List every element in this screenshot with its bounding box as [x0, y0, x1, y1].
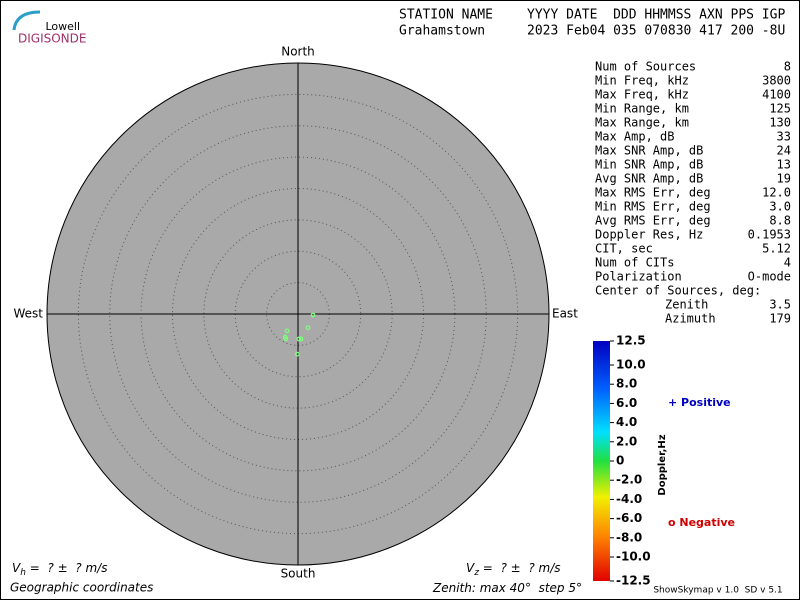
zenith-max: 40 [510, 581, 526, 595]
stat-label: Num of CITs [595, 256, 674, 270]
stat-value: 24 [777, 144, 791, 158]
colorbar-tick-label: 12.5 [616, 334, 646, 348]
stat-value: 12.0 [762, 186, 791, 200]
stat-value: 4100 [762, 88, 791, 102]
zenith-unit: ° [576, 581, 582, 595]
colorbar-tick-label: 0 [616, 454, 624, 468]
zenith-unit: ° [525, 581, 531, 595]
source [298, 336, 304, 342]
velocity-text: = ? ± ? m/s [26, 561, 108, 575]
center-value: 3.5 [769, 298, 791, 312]
source [296, 336, 302, 342]
velocity-sub: h [20, 568, 26, 578]
stat-label: Max RMS Err, deg [595, 186, 711, 200]
stat-value: 33 [777, 130, 791, 144]
stat-value: 3.0 [769, 200, 791, 214]
colorbar [593, 341, 610, 581]
header-columns: YYYY DATE DDD HHMMSS AXN PPS IGP [527, 8, 785, 23]
south-label: South [281, 567, 316, 581]
colorbar-title: Doppler,Hz [657, 434, 668, 495]
stat-label: Avg SNR Amp, dB [595, 172, 703, 186]
colorbar-tick-label: 6.0 [616, 396, 637, 410]
stat-label: Min SNR Amp, dB [595, 158, 703, 172]
velocity-symbol: V [12, 561, 21, 575]
velocity-vz: Vz = ? ± ? m/s [466, 561, 561, 578]
stat-label: Max SNR Amp, dB [595, 144, 703, 158]
stat-label: Max Range, km [595, 116, 689, 130]
colorbar-tick-label: 2.0 [616, 434, 637, 448]
colorbar-tick-label: 8.0 [616, 377, 637, 391]
colorbar-tick-label: -6.0 [616, 511, 642, 525]
colorbar-tick-label: -8.0 [616, 530, 642, 544]
colorbar-tick-label: 4.0 [616, 415, 637, 429]
stat-value: 8.8 [769, 214, 791, 228]
stat-value: 5.12 [762, 242, 791, 256]
stat-label: CIT, sec [595, 242, 653, 256]
center-title: Center of Sources, deg: [595, 284, 761, 298]
stat-label: Min RMS Err, deg [595, 200, 711, 214]
station: Grahamstown [399, 24, 485, 39]
colorbar-tick-label: -4.0 [616, 492, 642, 506]
logo-bottom: DIGISONDE [18, 32, 86, 46]
zenith-prefix: Zenith: max [432, 581, 510, 595]
source [305, 325, 311, 331]
stat-label: Num of Sources [595, 60, 696, 74]
colorbar-tick-label: -2.0 [616, 473, 642, 487]
colorbar-tick-label: -12.5 [616, 574, 651, 588]
stat-value: 0.1953 [748, 228, 791, 242]
west-label: West [13, 307, 43, 321]
velocity-symbol: V [466, 561, 475, 575]
stat-value: 125 [769, 102, 791, 116]
colorbar-tick-label: -10.0 [616, 550, 651, 564]
stat-value: 19 [777, 172, 791, 186]
stat-label: Polarization [595, 270, 682, 284]
logo-arc [12, 10, 41, 31]
source [283, 336, 289, 342]
source [294, 351, 300, 357]
stat-label: Doppler Res, Hz [595, 228, 703, 242]
stat-value: 130 [769, 116, 791, 130]
center-label: Azimuth [665, 312, 716, 326]
version: ShowSkymap v 1.0 SD v 5.1 [653, 586, 782, 596]
header-label: STATION NAME [399, 8, 493, 23]
zenith-mid: step [531, 581, 568, 595]
source [284, 328, 290, 334]
velocity-vh: Vh = ? ± ? m/s [12, 561, 107, 578]
colorbar-tick-label: 10.0 [616, 358, 646, 372]
legend-positive: + Positive [668, 396, 731, 409]
stat-label: Max Freq, kHz [595, 88, 689, 102]
east-label: East [552, 307, 578, 321]
stat-value: O-mode [748, 270, 791, 284]
stat-label: Avg RMS Err, deg [595, 214, 711, 228]
header-values: 2023 Feb04 035 070830 417 200 -8U [527, 24, 785, 39]
stat-value: 4 [784, 256, 791, 270]
coords-label: Geographic coordinates [10, 581, 153, 595]
zenith-footer: Zenith: max 40° step 5° [432, 581, 582, 595]
velocity-sub: z [473, 568, 479, 578]
velocity-text: = ? ± ? m/s [479, 561, 561, 575]
legend-negative: o Negative [668, 516, 735, 529]
logo-top: Lowell [45, 20, 80, 33]
stat-value: 3800 [762, 74, 791, 88]
stat-value: 8 [784, 60, 791, 74]
north-label: North [281, 45, 315, 59]
source [310, 312, 316, 318]
center-value: 179 [769, 312, 791, 326]
stat-label: Min Freq, kHz [595, 74, 689, 88]
center-label: Zenith [665, 298, 708, 312]
stat-label: Min Range, km [595, 102, 689, 116]
zenith-step: 5 [568, 581, 576, 595]
stat-value: 13 [777, 158, 791, 172]
stat-label: Max Amp, dB [595, 130, 674, 144]
